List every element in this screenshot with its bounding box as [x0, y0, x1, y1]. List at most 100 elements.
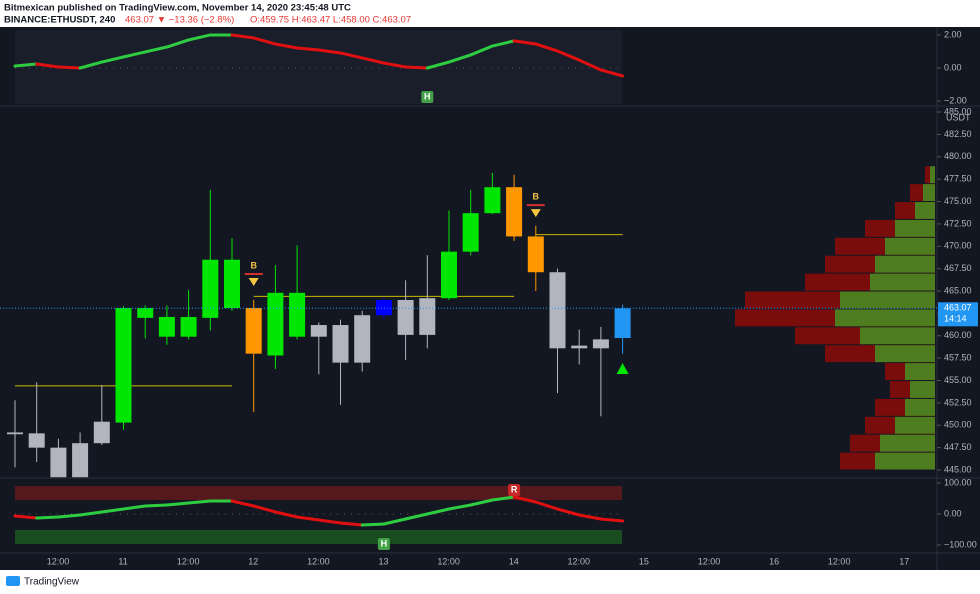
- signal-box: [421, 91, 434, 103]
- candle-body: [115, 308, 132, 423]
- candle-body: [267, 292, 284, 356]
- y-tick-label: 457.50: [944, 353, 972, 363]
- y-tick-label: 475.00: [944, 196, 972, 206]
- profile-buy: [885, 237, 935, 255]
- osc-segment: [56, 513, 82, 519]
- x-tick-label: 12:00: [177, 556, 200, 566]
- ob-band: [15, 486, 622, 500]
- osc-segment: [187, 33, 212, 42]
- candle-body: [397, 299, 414, 335]
- y-tick-label: 480.00: [944, 151, 972, 161]
- osc-segment: [556, 507, 581, 517]
- candle-body: [484, 187, 501, 214]
- candle-body: [506, 187, 523, 237]
- osc-segment: [13, 62, 39, 68]
- profile-buy: [905, 363, 935, 381]
- osc-segment: [273, 510, 299, 519]
- candle-body: [614, 308, 631, 339]
- osc-segment: [295, 515, 321, 522]
- profile-buy: [875, 452, 935, 470]
- candle-body: [310, 325, 327, 337]
- osc-segment: [447, 503, 473, 511]
- candle-body: [245, 308, 262, 354]
- signal-box: [508, 484, 521, 496]
- y-tick-label: 0.00: [944, 62, 962, 72]
- x-tick-label: 11: [118, 556, 127, 566]
- osc-segment: [339, 521, 364, 527]
- osc-segment: [360, 56, 386, 65]
- profile-buy: [895, 416, 935, 434]
- candle-body: [462, 213, 479, 252]
- y-tick-label: 455.00: [944, 375, 972, 385]
- y-tick-label: 467.50: [944, 263, 972, 273]
- price-tag-label: 463.07: [944, 303, 972, 313]
- candle-body: [332, 325, 349, 363]
- osc-segment: [317, 518, 342, 525]
- x-tick-label: 15: [639, 556, 649, 566]
- profile-buy: [870, 273, 935, 291]
- y-tick-label: 460.00: [944, 330, 972, 340]
- y-tick-label: 100.00: [944, 477, 972, 487]
- osc-segment: [534, 500, 559, 511]
- osc-segment: [252, 36, 277, 46]
- signal-arrow: [530, 209, 541, 218]
- y-tick-label: 465.00: [944, 285, 972, 295]
- candle-body: [7, 432, 23, 435]
- osc-segment: [317, 48, 342, 55]
- osc-segment: [100, 55, 125, 64]
- buy-signal: B: [533, 191, 540, 201]
- osc-segment: [165, 501, 191, 507]
- x-tick-label: 17: [899, 556, 909, 566]
- profile-buy: [915, 202, 935, 219]
- osc-segment: [35, 62, 60, 69]
- x-tick-label: 12:00: [437, 556, 460, 566]
- osc-segment: [100, 507, 125, 514]
- osc-segment: [469, 44, 494, 57]
- candle-body: [72, 443, 89, 478]
- profile-buy: [923, 184, 935, 202]
- y-tick-label: 452.50: [944, 397, 972, 407]
- profile-buy: [860, 327, 935, 345]
- profile-buy: [905, 398, 935, 416]
- x-tick-label: 12: [248, 556, 258, 566]
- profile-buy: [880, 434, 935, 452]
- osc-segment: [252, 504, 277, 514]
- publisher: Bitmexican published on TradingView.com,…: [4, 3, 351, 14]
- profile-buy: [835, 309, 935, 327]
- signal-label: R: [511, 484, 518, 494]
- candle-body: [28, 433, 45, 448]
- candle-body: [354, 315, 371, 363]
- candle-body: [419, 298, 436, 335]
- osc-segment: [230, 33, 256, 40]
- signal-box: [377, 538, 390, 550]
- y-tick-label: 470.00: [944, 241, 972, 251]
- profile-buy: [840, 291, 935, 309]
- x-tick-label: 12:00: [307, 556, 330, 566]
- candle-body: [527, 236, 544, 273]
- osc-segment: [447, 53, 473, 64]
- osc-segment: [512, 39, 538, 46]
- candle-body: [289, 292, 306, 337]
- profile-buy: [875, 345, 935, 363]
- osc-segment: [599, 517, 625, 523]
- unit: USDT: [946, 112, 971, 122]
- osc-segment: [490, 495, 516, 502]
- candle-body: [93, 421, 110, 444]
- osc-segment: [425, 60, 451, 70]
- y-tick-label: 485.00: [944, 106, 972, 116]
- y-tick-label: −100.00: [944, 539, 977, 549]
- osc-segment: [360, 522, 386, 527]
- osc-segment: [295, 46, 321, 52]
- candle-body: [137, 308, 154, 318]
- candle-body: [50, 447, 67, 478]
- os-band: [15, 530, 622, 544]
- osc-segment: [404, 512, 429, 521]
- osc-segment: [534, 42, 559, 53]
- osc-segment: [339, 51, 364, 60]
- logo: TradingView: [24, 577, 80, 588]
- candle-body: [375, 299, 392, 316]
- profile-buy: [895, 219, 935, 237]
- osc-segment: [404, 65, 429, 70]
